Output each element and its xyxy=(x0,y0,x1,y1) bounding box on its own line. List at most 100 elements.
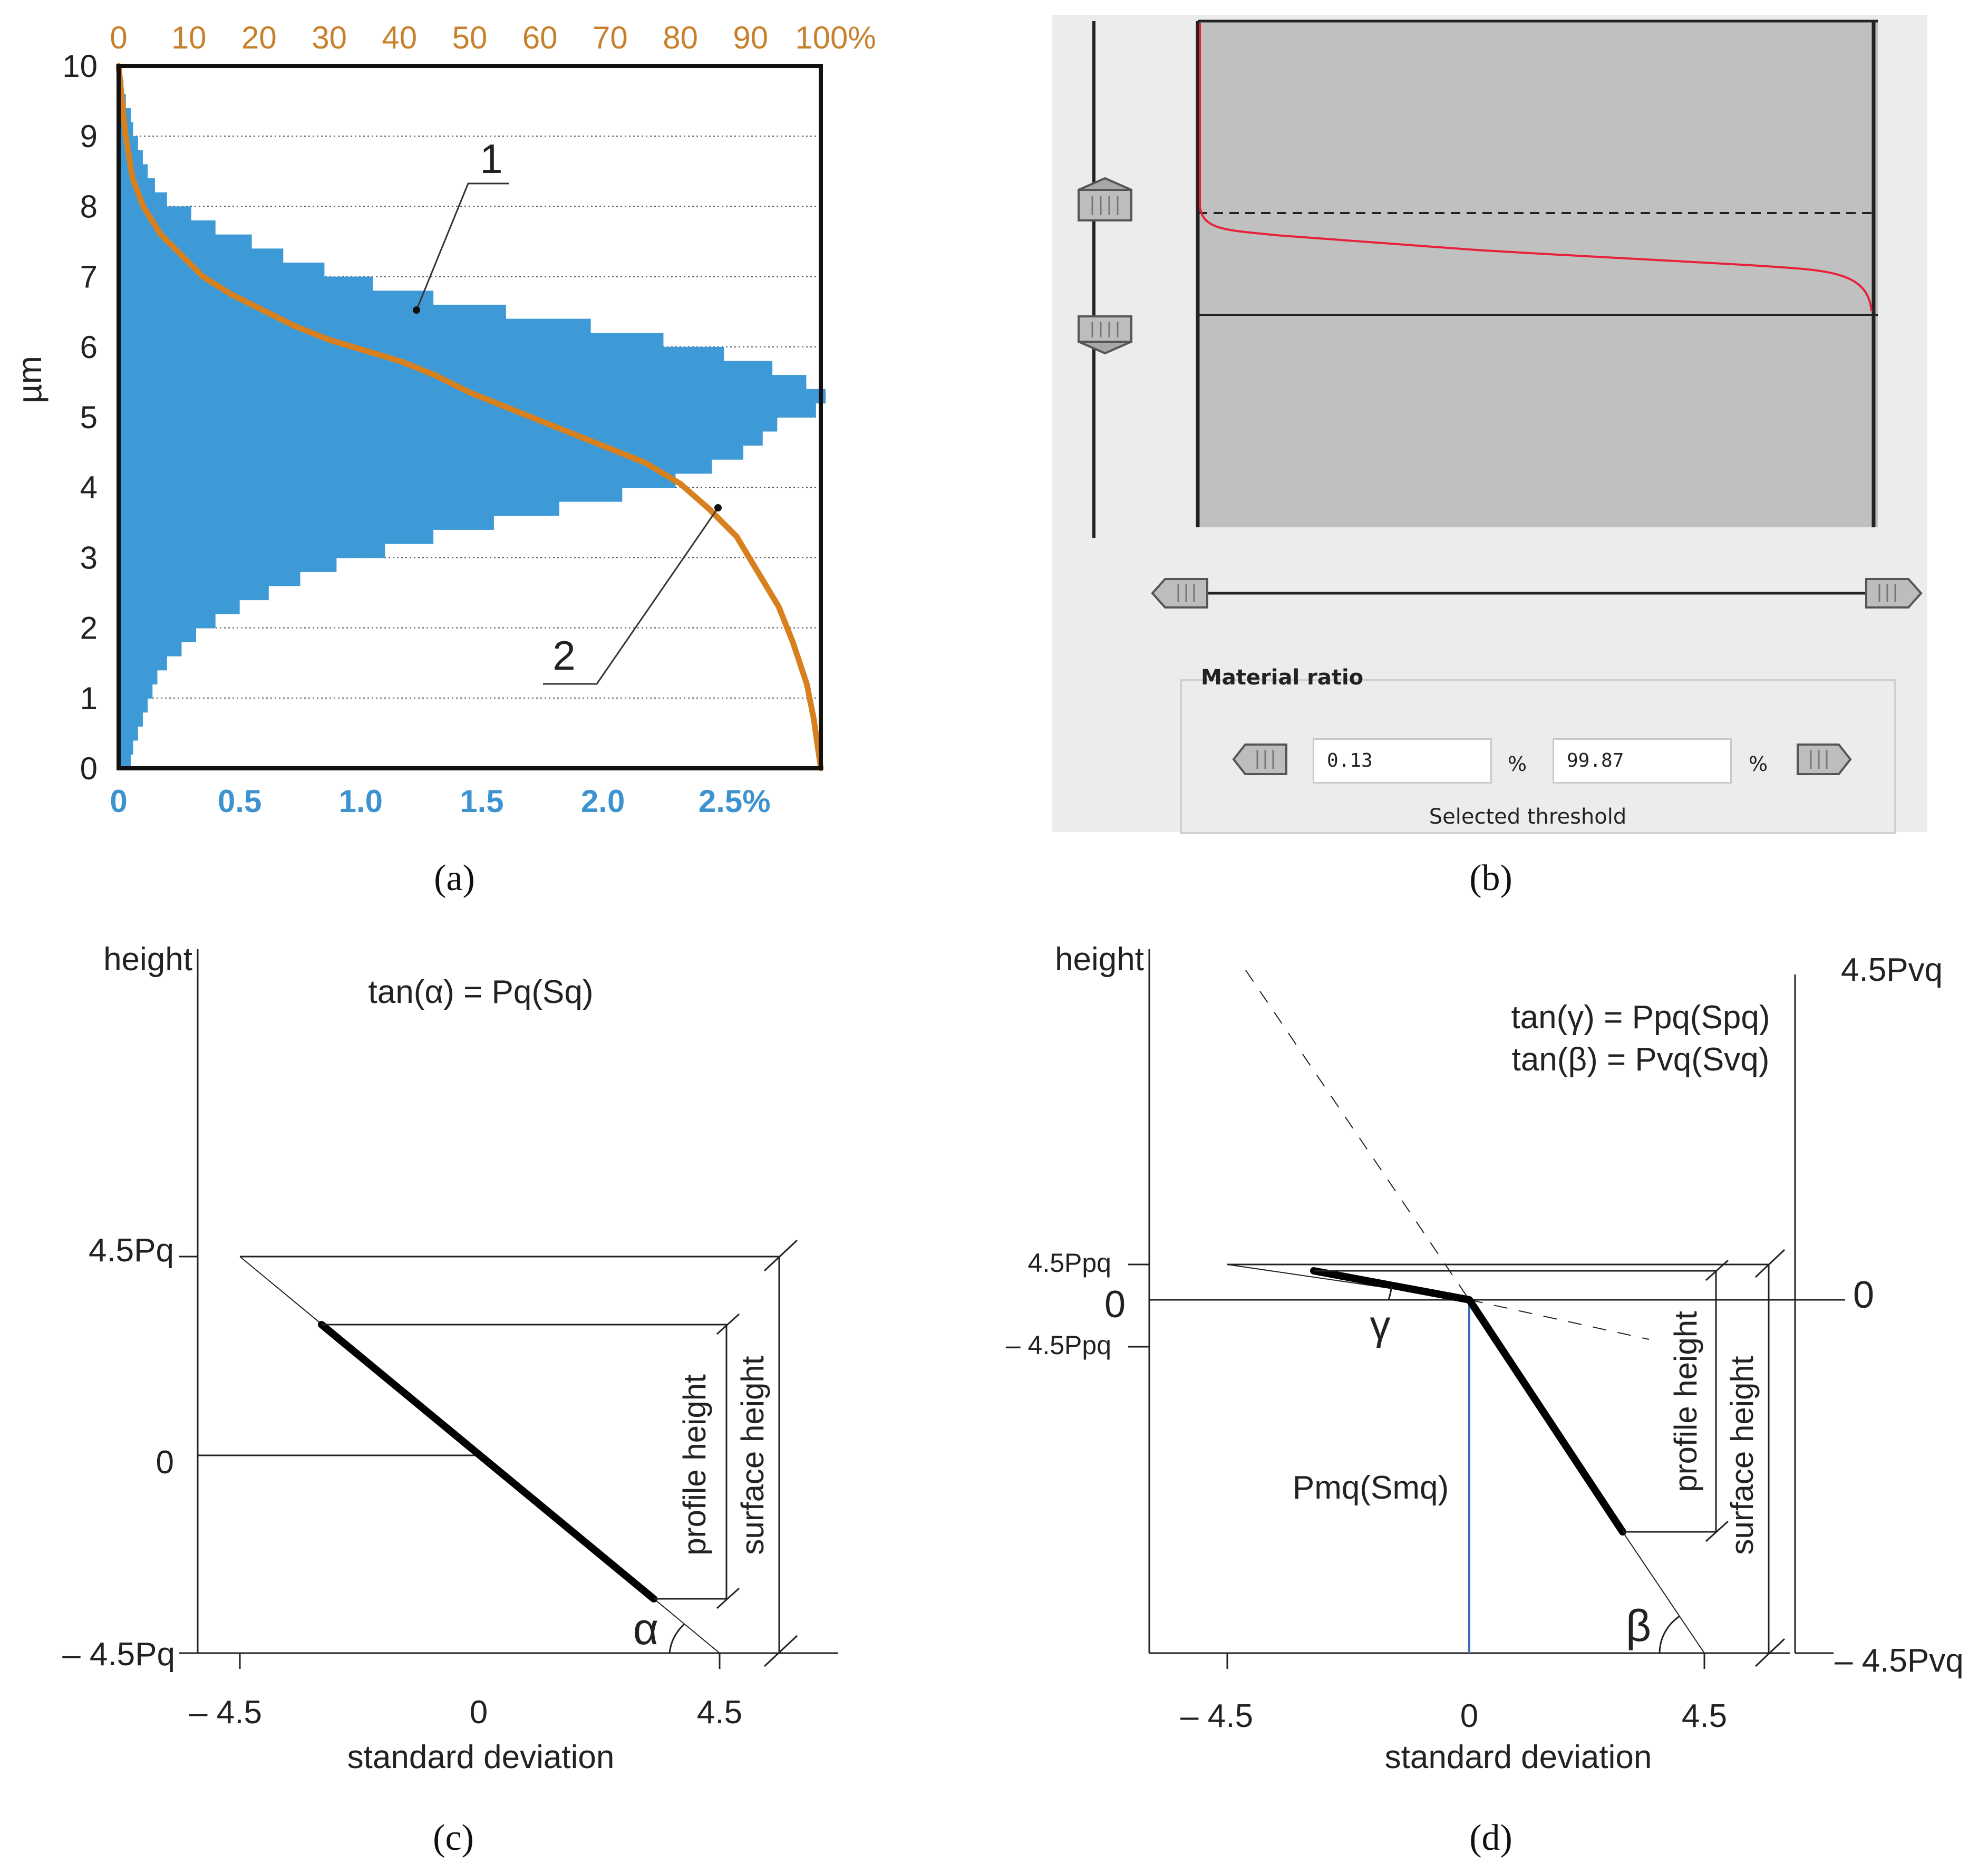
y-axis-title: height xyxy=(103,941,192,978)
unit-left: % xyxy=(1508,752,1527,776)
y-tick-label: 9 xyxy=(80,119,98,154)
pmq-label: Pmq(Smq) xyxy=(1293,1470,1449,1506)
top-tick-label: 20 xyxy=(241,20,277,55)
right-slider-handle[interactable] xyxy=(1865,578,1923,609)
callout-1-dot xyxy=(413,306,420,314)
top-tick-label: 40 xyxy=(382,20,417,55)
histogram-bar xyxy=(119,642,182,656)
histogram-bar xyxy=(119,655,167,671)
probability-data-line xyxy=(318,1321,657,1602)
histogram-bar xyxy=(119,304,506,320)
bottom-tick-label: 2.0 xyxy=(581,784,625,819)
bottom-tick-label: 0 xyxy=(110,784,127,819)
formula: tan(α) = Pq(Sq) xyxy=(368,974,594,1010)
top-tick-label: 90 xyxy=(733,20,768,55)
right-bottom-label: – 4.5Pvq xyxy=(1835,1643,1964,1679)
y-axis-label: µm xyxy=(11,356,49,403)
histogram-bar xyxy=(119,740,133,755)
histogram-bar xyxy=(119,487,623,502)
increase-threshold-button[interactable] xyxy=(1797,744,1852,775)
y-top-label: 4.5Pq xyxy=(89,1232,174,1269)
histogram-bar xyxy=(119,248,284,263)
histogram-bar xyxy=(119,276,373,292)
x-axis-title: standard deviation xyxy=(1385,1739,1652,1775)
y-bottom-label: – 4.5Pq xyxy=(62,1636,175,1673)
top-tick-label: 50 xyxy=(452,20,488,55)
y-tick-label: 7 xyxy=(80,259,98,295)
histogram-bar xyxy=(119,543,385,558)
histogram-bar xyxy=(119,501,559,516)
material-ratio-plot xyxy=(1198,21,1878,527)
histogram-bar xyxy=(119,754,131,769)
y-zero-label: 0 xyxy=(1104,1283,1126,1326)
surface-height-label: surface height xyxy=(735,1356,770,1555)
histogram-bar xyxy=(119,262,325,277)
y-tick-label: 0 xyxy=(80,751,98,786)
x-right-label: 4.5 xyxy=(1682,1698,1727,1734)
red-abbott-curve xyxy=(1199,23,1873,312)
bottom-tick-label: 1.0 xyxy=(339,784,383,819)
valley-reference-line xyxy=(1622,1531,1705,1654)
histogram-bar xyxy=(119,670,158,684)
profile-tick-top xyxy=(1705,1259,1729,1281)
beta-label: β xyxy=(1626,1601,1651,1650)
histogram-bar xyxy=(119,417,778,432)
bottom-tick-label: 2.5% xyxy=(699,784,771,819)
group-title: Material ratio xyxy=(1201,665,1363,690)
callout-2-label: 2 xyxy=(552,632,575,679)
beta-arc xyxy=(1659,1615,1680,1654)
y-tick-label: 2 xyxy=(80,611,98,646)
histogram-bar xyxy=(119,529,434,544)
surface-tick-bottom xyxy=(1754,1638,1786,1667)
callout-1-leader xyxy=(415,182,509,311)
left-slider-handle[interactable] xyxy=(1151,578,1208,609)
panel-d xyxy=(1128,949,1845,1669)
y-tick-label: 10 xyxy=(62,49,98,84)
two-process-data-line xyxy=(1310,1267,1626,1536)
callout-2-dot xyxy=(714,504,722,511)
panel-d-labels: height tan(γ) = Ppq(Spq) tan(β) = Pvq(Sv… xyxy=(1006,941,1964,1775)
decrease-threshold-button[interactable] xyxy=(1232,744,1287,775)
material-ratio-curve xyxy=(115,63,824,771)
top-tick-label: 80 xyxy=(663,20,698,55)
histogram-bar xyxy=(119,431,763,446)
histogram-bar xyxy=(119,698,148,713)
top-tick-label: 60 xyxy=(522,20,558,55)
y-tick-label: 1 xyxy=(80,681,98,716)
x-left-label: – 4.5 xyxy=(1180,1698,1253,1734)
surface-tick-top xyxy=(763,1239,798,1272)
gamma-label: γ xyxy=(1370,1302,1391,1348)
histogram-bar xyxy=(119,600,240,614)
profile-height-label: profile height xyxy=(1668,1311,1703,1492)
histogram-bar xyxy=(119,627,196,643)
top-tick-labels: 0 10 20 30 40 50 60 70 80 90 100% xyxy=(110,20,876,55)
x-axis-title: standard deviation xyxy=(347,1739,615,1775)
y-tick-label: 5 xyxy=(80,400,98,435)
top-tick-label: 100% xyxy=(795,20,876,55)
lower-threshold-input[interactable]: 0.13 xyxy=(1313,738,1492,784)
caption-c: (c) xyxy=(433,1818,474,1858)
upper-threshold-input[interactable]: 99.87 xyxy=(1553,738,1732,784)
histogram-bar xyxy=(119,684,153,699)
lower-threshold-handle[interactable] xyxy=(1078,315,1132,355)
material-ratio-groupbox xyxy=(1180,679,1896,834)
profile-height-bracket xyxy=(322,1324,728,1600)
y-bottom-label: – 4.5Ppq xyxy=(1006,1330,1111,1360)
alpha-label: α xyxy=(633,1604,659,1654)
top-tick-label: 10 xyxy=(171,20,207,55)
panel-c-labels: height tan(α) = Pq(Sq) 4.5Pq 0 – 4.5Pq –… xyxy=(62,941,770,1775)
bottom-tick-label: 0.5 xyxy=(218,784,261,819)
dashed-extension-lower xyxy=(1469,1299,1650,1340)
histogram-bar xyxy=(119,473,676,488)
histogram-bar xyxy=(119,459,712,474)
histogram-bar xyxy=(119,726,138,741)
histogram-bar xyxy=(119,220,216,235)
top-tick-label: 0 xyxy=(110,20,127,55)
upper-threshold-handle[interactable] xyxy=(1078,177,1132,221)
profile-height-label: profile height xyxy=(677,1374,712,1556)
histogram-bar xyxy=(119,291,434,305)
panel-b: Material ratio % % Selected threshold (b… xyxy=(1052,15,1927,899)
y-tick-label: 3 xyxy=(80,540,98,575)
y-tick-label: 8 xyxy=(80,189,98,224)
